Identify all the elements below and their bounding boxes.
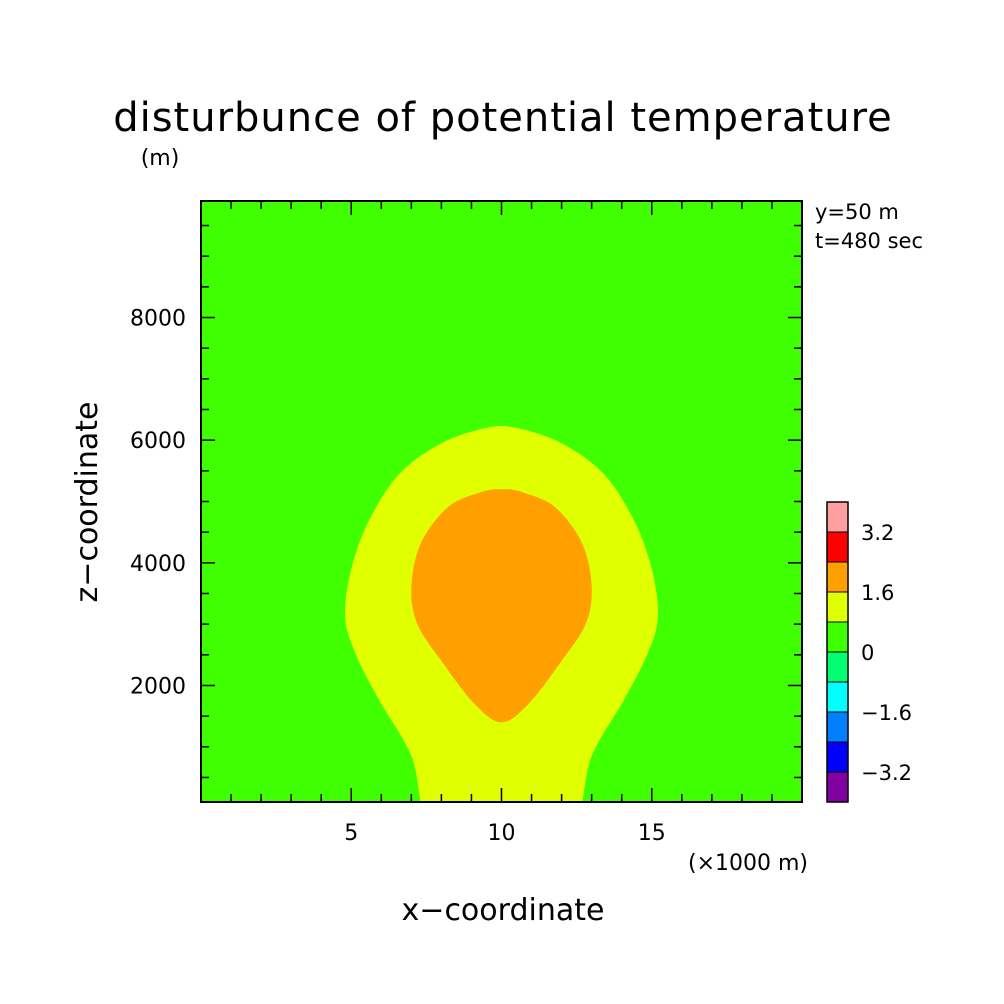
- x-unit-label: (×1000 m): [688, 851, 808, 876]
- colorbar-label-1: 1.6: [861, 581, 894, 605]
- colorbar-label-4: −3.2: [861, 761, 912, 785]
- colorbar-swatch-6: [827, 592, 848, 622]
- info-line-0: y=50 m: [815, 200, 899, 224]
- x-tick-label-2: 15: [638, 821, 666, 846]
- x-tick-label-0: 5: [344, 821, 358, 846]
- colorbar-swatch-5: [827, 622, 848, 652]
- info-line-1: t=480 sec: [815, 229, 923, 253]
- plot-area: 5 10 15 2000 4000 6000 8000: [130, 200, 803, 846]
- colorbar-label-3: −1.6: [861, 701, 912, 725]
- colorbar-swatch-2: [827, 712, 848, 742]
- colorbar-swatch-3: [827, 682, 848, 712]
- y-tick-label-1: 4000: [130, 552, 186, 577]
- colorbar-swatch-0: [827, 772, 848, 802]
- colorbar-swatch-7: [827, 562, 848, 592]
- chart-title: disturbunce of potential temperature: [113, 95, 893, 141]
- colorbar-swatch-1: [827, 742, 848, 772]
- y-tick-label-2: 6000: [130, 429, 186, 454]
- x-tick-label-1: 10: [488, 821, 516, 846]
- y-tick-label-3: 8000: [130, 307, 186, 332]
- colorbar-swatch-9: [827, 502, 848, 532]
- colorbar-swatch-8: [827, 532, 848, 562]
- colorbar-swatch-4: [827, 652, 848, 682]
- colorbar: 3.2 1.6 0 −1.6 −3.2: [826, 501, 912, 803]
- colorbar-label-0: 3.2: [861, 521, 894, 545]
- z-unit-label: (m): [141, 146, 180, 171]
- y-tick-label-0: 2000: [130, 674, 186, 699]
- x-axis-title: x−coordinate: [402, 893, 605, 928]
- contour-region-1: [411, 489, 592, 723]
- y-axis-title: z−coordinate: [70, 402, 105, 603]
- colorbar-label-2: 0: [861, 641, 874, 665]
